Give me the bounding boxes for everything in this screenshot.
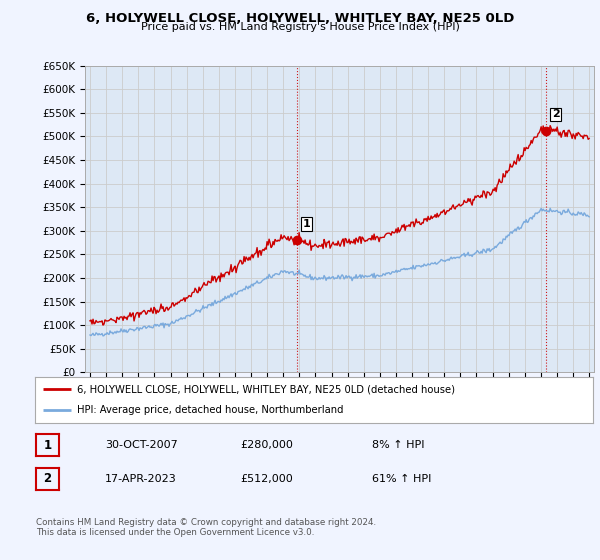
Text: Contains HM Land Registry data © Crown copyright and database right 2024.
This d: Contains HM Land Registry data © Crown c…	[36, 518, 376, 538]
Text: 1: 1	[303, 219, 311, 229]
Text: 2: 2	[43, 472, 52, 486]
Text: 8% ↑ HPI: 8% ↑ HPI	[372, 440, 425, 450]
Text: £280,000: £280,000	[240, 440, 293, 450]
Text: 2: 2	[552, 109, 560, 119]
Text: 30-OCT-2007: 30-OCT-2007	[105, 440, 178, 450]
Text: Price paid vs. HM Land Registry's House Price Index (HPI): Price paid vs. HM Land Registry's House …	[140, 22, 460, 32]
Text: 6, HOLYWELL CLOSE, HOLYWELL, WHITLEY BAY, NE25 0LD (detached house): 6, HOLYWELL CLOSE, HOLYWELL, WHITLEY BAY…	[77, 384, 455, 394]
Text: 6, HOLYWELL CLOSE, HOLYWELL, WHITLEY BAY, NE25 0LD: 6, HOLYWELL CLOSE, HOLYWELL, WHITLEY BAY…	[86, 12, 514, 25]
Text: 1: 1	[43, 438, 52, 452]
Text: 61% ↑ HPI: 61% ↑ HPI	[372, 474, 431, 484]
Text: £512,000: £512,000	[240, 474, 293, 484]
Text: HPI: Average price, detached house, Northumberland: HPI: Average price, detached house, Nort…	[77, 405, 343, 416]
Text: 17-APR-2023: 17-APR-2023	[105, 474, 177, 484]
